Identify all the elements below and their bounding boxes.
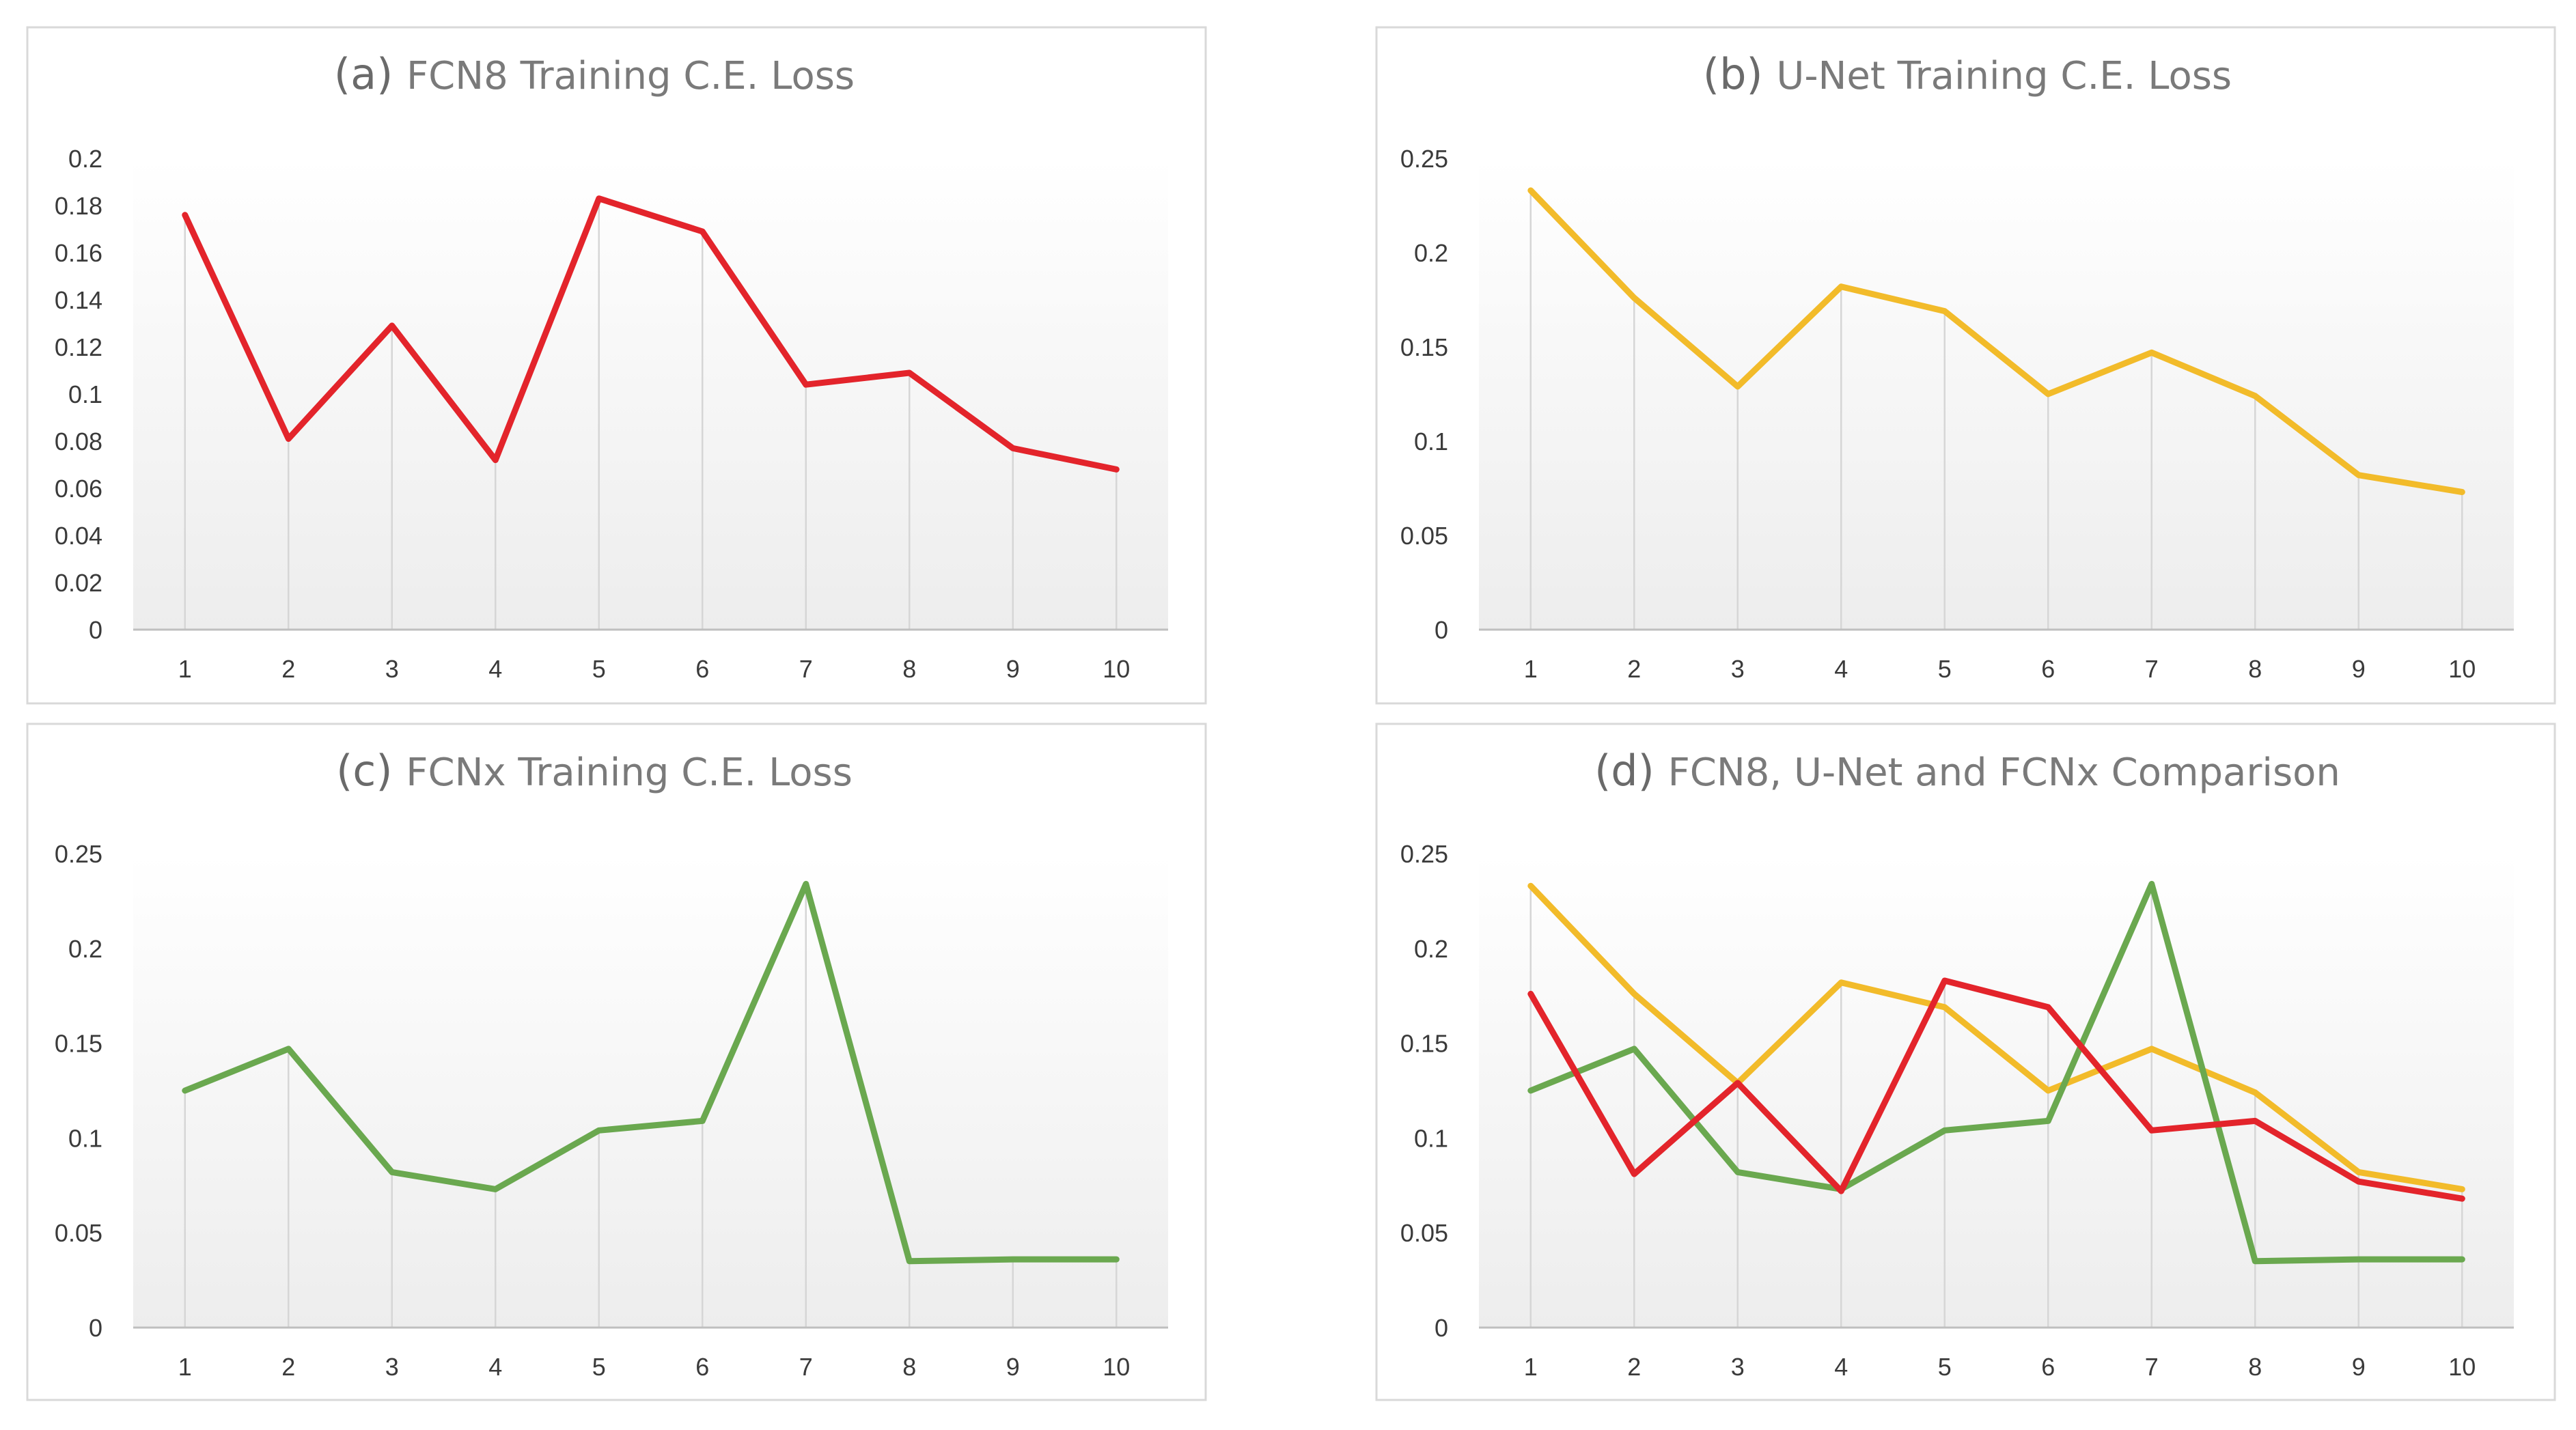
x-tick-label: 7 [2145,655,2159,683]
chart-title-prefix: (c) [336,746,406,796]
x-tick-label: 4 [1834,655,1848,683]
x-tick-label: 6 [2041,655,2055,683]
series-line-fcn8 [1527,977,2465,1202]
y-tick-label: 0.15 [1400,1030,1448,1058]
y-tick-label: 0 [89,616,102,644]
x-tick-label: 8 [2248,1353,2262,1381]
series-line-fcn8 [182,195,1120,473]
x-tick-label: 1 [178,1353,192,1381]
chart-panel-4: (d) FCN8, U-Net and FCNx Comparison 0 0.05… [1375,723,2556,1401]
chart-title: (b) U-Net Training C.E. Loss [1703,49,2232,99]
chart-title-prefix: (a) [334,49,406,99]
series-line-fcnx [182,880,1120,1265]
x-tick-label: 8 [902,655,916,683]
x-tick-label: 1 [1524,1353,1538,1381]
x-tick-label: 2 [1627,655,1641,683]
chart-title: (d) FCN8, U-Net and FCNx Comparison [1594,746,2340,796]
series-line-fcnx [1527,880,2465,1265]
x-tick-label: 5 [1938,655,1952,683]
y-tick-label: 0.02 [55,569,102,597]
x-tick-label: 8 [902,1353,916,1381]
x-tick-label: 6 [695,655,709,683]
y-tick-label: 0.25 [1400,840,1448,868]
y-tick-label: 0 [1435,616,1448,644]
chart-title: (c) FCNx Training C.E. Loss [336,746,853,796]
x-tick-label: 9 [1006,655,1020,683]
x-tick-label: 5 [592,1353,606,1381]
x-tick-label: 4 [488,655,502,683]
x-tick-label: 2 [281,1353,295,1381]
x-tick-label: 5 [592,655,606,683]
chart-panel-2: (b) U-Net Training C.E. Loss 0 0.05 0.1 0.15… [1375,26,2556,705]
x-tick-label: 9 [1006,1353,1020,1381]
chart-title-text: FCN8 Training C.E. Loss [406,54,855,98]
x-tick-label: 10 [2448,655,2476,683]
y-tick-label: 0.05 [1400,522,1448,550]
y-tick-label: 0.2 [68,935,102,963]
x-tick-label: 6 [695,1353,709,1381]
y-tick-label: 0.05 [1400,1219,1448,1247]
x-tick-label: 8 [2248,655,2262,683]
chart-title-text: FCNx Training C.E. Loss [406,751,853,795]
y-tick-label: 0.25 [55,840,102,868]
plot-area [133,158,1168,630]
x-tick-label: 7 [799,655,813,683]
plot-area [1479,158,2514,630]
y-tick-label: 0.1 [68,1124,102,1152]
x-tick-label: 2 [281,655,295,683]
plot-area [133,854,1168,1328]
x-tick-label: 10 [1103,1353,1130,1381]
x-tick-label: 6 [2041,1353,2055,1381]
chart-title-prefix: (d) [1594,746,1667,796]
chart-title-text: U-Net Training C.E. Loss [1776,54,2232,98]
y-tick-label: 0.2 [1414,935,1448,963]
y-tick-label: 0.18 [55,192,102,220]
y-tick-label: 0.1 [68,380,102,408]
y-tick-label: 0 [1435,1314,1448,1342]
x-tick-label: 3 [385,655,399,683]
series-line-u-net [1527,882,2465,1192]
y-tick-label: 0.06 [55,475,102,503]
plot-area [1479,854,2514,1328]
x-tick-label: 3 [385,1353,399,1381]
y-tick-label: 0.15 [1400,333,1448,361]
y-tick-label: 0.1 [1414,427,1448,455]
x-tick-label: 7 [799,1353,813,1381]
x-tick-label: 9 [2352,655,2366,683]
x-tick-label: 1 [1524,655,1538,683]
y-tick-label: 0.1 [1414,1124,1448,1152]
y-tick-label: 0.08 [55,427,102,455]
y-tick-label: 0.12 [55,333,102,361]
chart-panel-1: (a) FCN8 Training C.E. Loss 0 0.02 0.04 0.06… [26,26,1207,705]
x-tick-label: 4 [488,1353,502,1381]
x-tick-label: 10 [2448,1353,2476,1381]
y-tick-label: 0.16 [55,239,102,267]
y-tick-label: 0.15 [55,1030,102,1058]
chart-title-prefix: (b) [1703,49,1776,99]
y-tick-label: 0.2 [68,145,102,173]
x-tick-label: 4 [1834,1353,1848,1381]
x-tick-label: 9 [2352,1353,2366,1381]
y-tick-label: 0 [89,1314,102,1342]
chart-panel-3: (c) FCNx Training C.E. Loss 0 0.05 0.1 0.15 0… [26,723,1207,1401]
x-tick-label: 10 [1103,655,1130,683]
y-tick-label: 0.14 [55,286,102,314]
chart-title-text: FCN8, U-Net and FCNx Comparison [1668,751,2340,795]
x-tick-label: 2 [1627,1353,1641,1381]
x-tick-label: 7 [2145,1353,2159,1381]
y-tick-label: 0.04 [55,522,102,550]
x-tick-label: 3 [1731,655,1745,683]
x-tick-label: 3 [1731,1353,1745,1381]
x-tick-label: 1 [178,655,192,683]
y-tick-label: 0.25 [1400,145,1448,173]
y-tick-label: 0.2 [1414,239,1448,267]
x-tick-label: 5 [1938,1353,1952,1381]
chart-title: (a) FCN8 Training C.E. Loss [334,49,855,99]
series-line-u-net [1527,187,2465,495]
y-tick-label: 0.05 [55,1219,102,1247]
